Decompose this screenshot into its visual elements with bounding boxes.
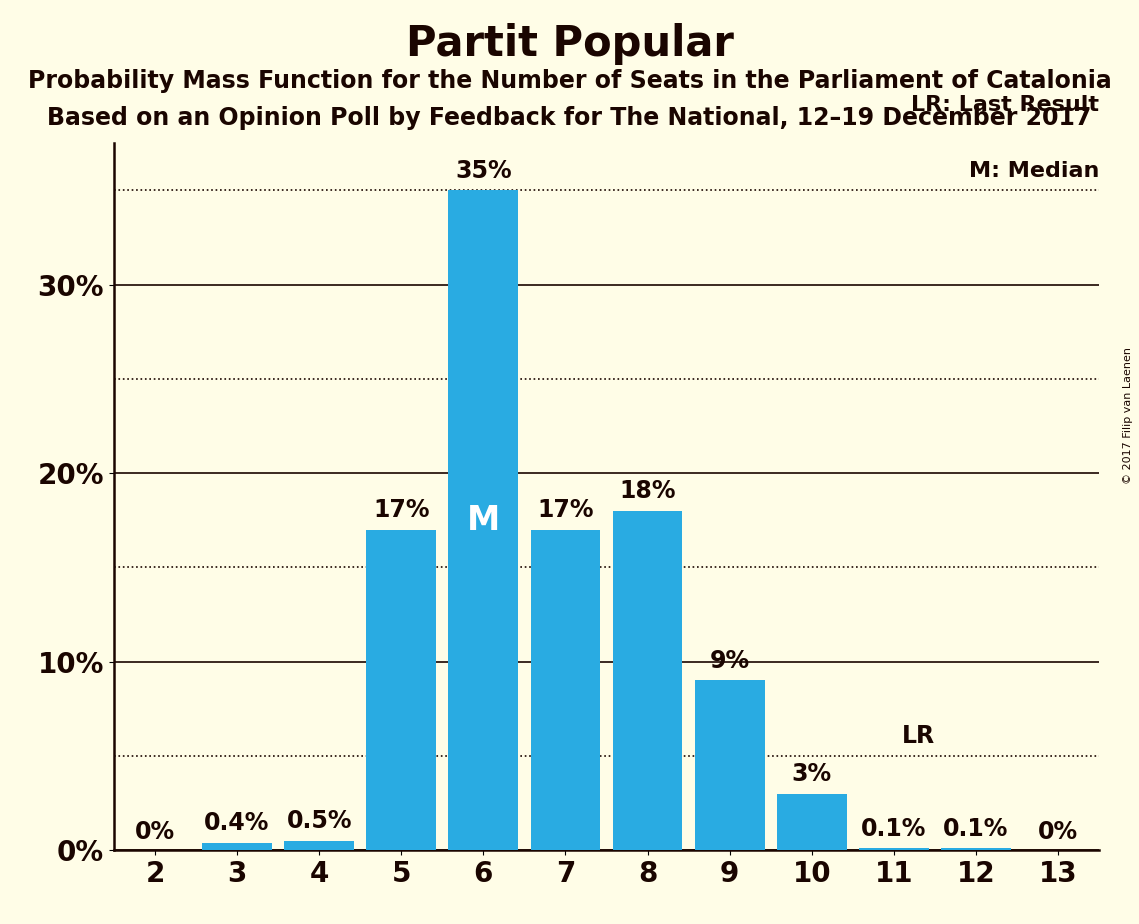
Text: 0.1%: 0.1% — [943, 817, 1009, 841]
Text: Partit Popular: Partit Popular — [405, 23, 734, 65]
Bar — [202, 843, 272, 850]
Bar — [285, 841, 354, 850]
Text: 0.1%: 0.1% — [861, 817, 926, 841]
Text: LR: Last Result: LR: Last Result — [911, 95, 1099, 115]
Bar — [367, 529, 436, 850]
Text: 18%: 18% — [620, 480, 675, 504]
Text: LR: LR — [902, 724, 935, 748]
Text: Based on an Opinion Poll by Feedback for The National, 12–19 December 2017: Based on an Opinion Poll by Feedback for… — [48, 106, 1091, 130]
Text: 17%: 17% — [372, 498, 429, 522]
Text: © 2017 Filip van Laenen: © 2017 Filip van Laenen — [1123, 347, 1133, 484]
Bar — [941, 848, 1011, 850]
Text: 0.4%: 0.4% — [204, 811, 270, 835]
Text: 3%: 3% — [792, 762, 831, 786]
Text: M: Median: M: Median — [969, 161, 1099, 181]
Bar — [613, 511, 682, 850]
Text: M: M — [467, 504, 500, 537]
Text: Probability Mass Function for the Number of Seats in the Parliament of Catalonia: Probability Mass Function for the Number… — [27, 69, 1112, 93]
Text: 0%: 0% — [1038, 821, 1079, 845]
Text: 17%: 17% — [538, 498, 593, 522]
Text: 35%: 35% — [456, 159, 511, 183]
Bar — [859, 848, 928, 850]
Bar — [695, 680, 764, 850]
Text: 0%: 0% — [134, 821, 175, 845]
Bar — [449, 190, 518, 850]
Text: 9%: 9% — [710, 649, 749, 673]
Text: 0.5%: 0.5% — [286, 809, 352, 833]
Bar — [777, 794, 846, 850]
Bar — [531, 529, 600, 850]
